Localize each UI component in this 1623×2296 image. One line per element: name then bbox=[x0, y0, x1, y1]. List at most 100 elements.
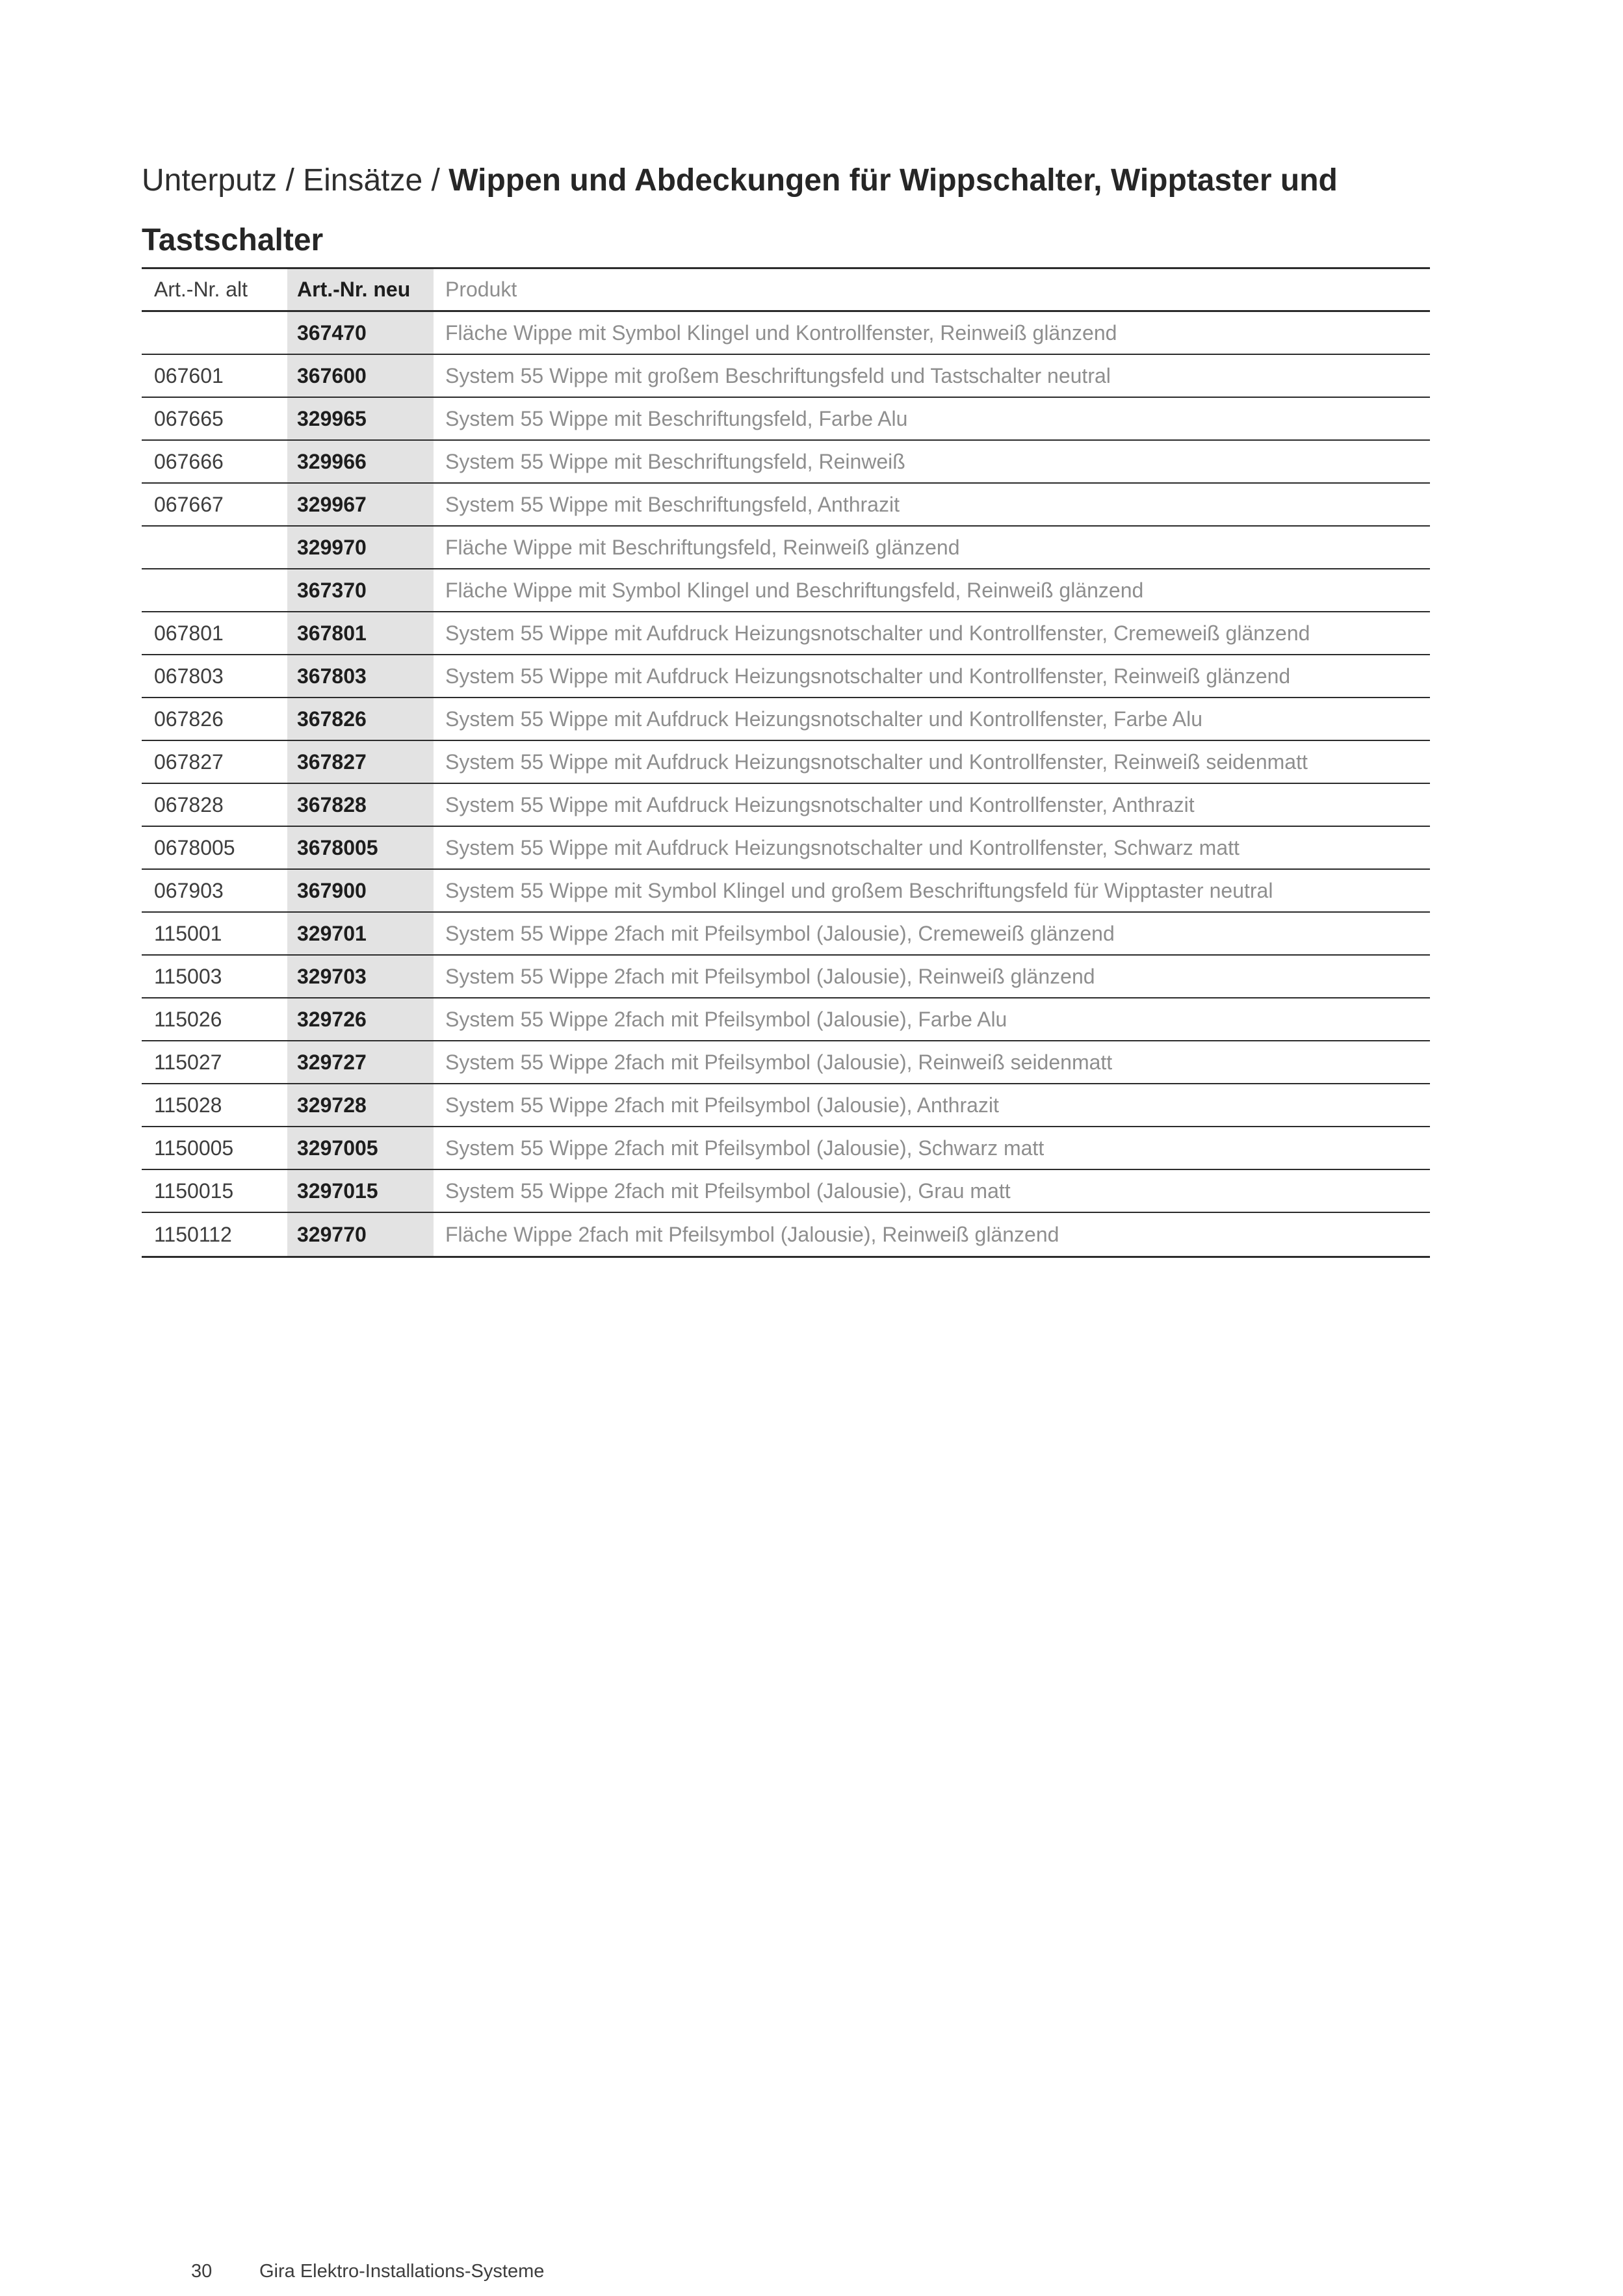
table-row: 1150112 329770 Fläche Wippe 2fach mit Pfei… bbox=[142, 1213, 1430, 1256]
cell-produkt: System 55 Wippe mit Symbol Klingel und g… bbox=[445, 878, 1273, 902]
cell-art-nr-alt: 067827 bbox=[154, 750, 224, 774]
table-row: 329970 Fläche Wippe mit Beschriftungsfeld… bbox=[142, 527, 1430, 569]
cell-art-nr-alt: 115001 bbox=[154, 921, 222, 945]
cell-produkt: System 55 Wippe mit Aufdruck Heizungsnot… bbox=[445, 835, 1240, 859]
cell-art-nr-neu: 367803 bbox=[287, 655, 434, 697]
cell-art-nr-alt: 067801 bbox=[154, 621, 224, 645]
title-emphasis-line1: Wippen und Abdeckungen für Wippschalter,… bbox=[448, 163, 1338, 198]
cell-art-nr-alt: 115027 bbox=[154, 1050, 222, 1074]
cell-produkt: System 55 Wippe mit großem Beschriftungs… bbox=[445, 363, 1111, 387]
cell-art-nr-neu: 367827 bbox=[287, 741, 434, 783]
cell-art-nr-alt: 1150005 bbox=[154, 1136, 234, 1160]
cell-art-nr-neu: 367801 bbox=[287, 612, 434, 654]
table-row: 115001 329701 System 55 Wippe 2fach mit Pf… bbox=[142, 913, 1430, 956]
cell-produkt: System 55 Wippe mit Aufdruck Heizungsnot… bbox=[445, 664, 1291, 688]
cell-produkt: Fläche Wippe mit Beschriftungsfeld, Rein… bbox=[445, 535, 960, 559]
table-row: 067665 329965 System 55 Wippe mit Beschrif… bbox=[142, 398, 1430, 441]
cell-art-nr-neu: 329703 bbox=[287, 956, 434, 997]
cell-art-nr-alt: 067803 bbox=[154, 664, 224, 688]
table-row: 115026 329726 System 55 Wippe 2fach mit Pf… bbox=[142, 998, 1430, 1041]
cell-art-nr-neu: 3297005 bbox=[287, 1127, 434, 1169]
column-header-art-nr-alt: Art.-Nr. alt bbox=[154, 278, 248, 301]
cell-art-nr-neu: 329728 bbox=[287, 1084, 434, 1126]
table-row: 067601 367600 System 55 Wippe mit großem B… bbox=[142, 355, 1430, 398]
cell-art-nr-neu: 329965 bbox=[287, 398, 434, 439]
cell-art-nr-alt bbox=[142, 569, 287, 611]
cell-art-nr-neu: 3678005 bbox=[287, 827, 434, 868]
cell-produkt: System 55 Wippe 2fach mit Pfeilsymbol (J… bbox=[445, 1093, 999, 1117]
page-title: Unterputz / Einsätze / Wippen und Abdeck… bbox=[142, 151, 1338, 270]
table-row: 067667 329967 System 55 Wippe mit Beschrif… bbox=[142, 484, 1430, 527]
table-row: 115028 329728 System 55 Wippe 2fach mit Pf… bbox=[142, 1084, 1430, 1127]
cell-produkt: System 55 Wippe 2fach mit Pfeilsymbol (J… bbox=[445, 1050, 1113, 1074]
table-row: 0678005 3678005 System 55 Wippe mit Aufdru… bbox=[142, 827, 1430, 870]
table-row: 067828 367828 System 55 Wippe mit Aufdruck… bbox=[142, 784, 1430, 827]
cell-produkt: System 55 Wippe mit Aufdruck Heizungsnot… bbox=[445, 750, 1308, 774]
cell-art-nr-alt: 1150112 bbox=[154, 1222, 232, 1246]
cell-art-nr-alt: 0678005 bbox=[154, 835, 235, 859]
cell-art-nr-neu: 329770 bbox=[287, 1213, 434, 1256]
cell-art-nr-alt: 067665 bbox=[154, 406, 224, 430]
cell-art-nr-alt: 115003 bbox=[154, 964, 222, 988]
cell-art-nr-alt: 067667 bbox=[154, 492, 224, 516]
cell-produkt: System 55 Wippe mit Beschriftungsfeld, F… bbox=[445, 406, 908, 430]
cell-produkt: System 55 Wippe mit Aufdruck Heizungsnot… bbox=[445, 707, 1203, 731]
cell-art-nr-neu: 3297015 bbox=[287, 1170, 434, 1212]
table-row: 1150015 3297015 System 55 Wippe 2fach mit … bbox=[142, 1170, 1430, 1213]
cell-produkt: Fläche Wippe 2fach mit Pfeilsymbol (Jalo… bbox=[445, 1222, 1059, 1246]
table-row: 115003 329703 System 55 Wippe 2fach mit Pf… bbox=[142, 956, 1430, 998]
table-row: 367370 Fläche Wippe mit Symbol Klingel un… bbox=[142, 569, 1430, 612]
table-row: 067903 367900 System 55 Wippe mit Symbol K… bbox=[142, 870, 1430, 913]
cell-art-nr-alt: 115026 bbox=[154, 1007, 222, 1031]
cell-produkt: System 55 Wippe mit Aufdruck Heizungsnot… bbox=[445, 792, 1195, 816]
title-breadcrumb: Unterputz / Einsätze / bbox=[142, 163, 449, 198]
table-row: 115027 329727 System 55 Wippe 2fach mit Pf… bbox=[142, 1041, 1430, 1084]
cell-produkt: System 55 Wippe 2fach mit Pfeilsymbol (J… bbox=[445, 964, 1095, 988]
table-row: 067827 367827 System 55 Wippe mit Aufdruck… bbox=[142, 741, 1430, 784]
cell-produkt: Fläche Wippe mit Symbol Klingel und Besc… bbox=[445, 578, 1144, 602]
table-row: 1150005 3297005 System 55 Wippe 2fach mit … bbox=[142, 1127, 1430, 1170]
cell-art-nr-alt bbox=[142, 527, 287, 568]
table-row: 067801 367801 System 55 Wippe mit Aufdruck… bbox=[142, 612, 1430, 655]
table-row: 367470 Fläche Wippe mit Symbol Klingel un… bbox=[142, 312, 1430, 355]
cell-art-nr-neu: 367826 bbox=[287, 698, 434, 740]
cell-art-nr-neu: 367900 bbox=[287, 870, 434, 911]
cell-art-nr-neu: 329726 bbox=[287, 998, 434, 1040]
cell-produkt: Fläche Wippe mit Symbol Klingel und Kont… bbox=[445, 320, 1117, 345]
cell-produkt: System 55 Wippe 2fach mit Pfeilsymbol (J… bbox=[445, 1136, 1045, 1160]
cell-art-nr-neu: 367828 bbox=[287, 784, 434, 826]
footer-brand: Gira Elektro-Installations-Systeme bbox=[259, 2261, 545, 2282]
cell-art-nr-alt bbox=[142, 312, 287, 354]
table-row: 067666 329966 System 55 Wippe mit Beschrif… bbox=[142, 441, 1430, 484]
cell-art-nr-neu: 329701 bbox=[287, 913, 434, 954]
article-table: Art.-Nr. alt Art.-Nr. neu Produkt 367470… bbox=[142, 267, 1430, 1258]
cell-art-nr-neu: 329966 bbox=[287, 441, 434, 482]
cell-art-nr-neu: 367600 bbox=[287, 355, 434, 397]
page-number: 30 bbox=[191, 2261, 213, 2282]
cell-art-nr-alt: 067666 bbox=[154, 449, 224, 473]
cell-produkt: System 55 Wippe mit Beschriftungsfeld, A… bbox=[445, 492, 900, 516]
cell-produkt: System 55 Wippe 2fach mit Pfeilsymbol (J… bbox=[445, 921, 1115, 945]
cell-produkt: System 55 Wippe mit Aufdruck Heizungsnot… bbox=[445, 621, 1310, 645]
cell-art-nr-alt: 1150015 bbox=[154, 1179, 234, 1203]
column-header-produkt: Produkt bbox=[445, 278, 517, 301]
cell-art-nr-alt: 067903 bbox=[154, 878, 224, 902]
column-header-art-nr-neu: Art.-Nr. neu bbox=[287, 269, 434, 310]
cell-art-nr-neu: 329727 bbox=[287, 1041, 434, 1083]
cell-art-nr-alt: 067828 bbox=[154, 792, 224, 816]
table-body: 367470 Fläche Wippe mit Symbol Klingel un… bbox=[142, 312, 1430, 1256]
cell-art-nr-alt: 067601 bbox=[154, 363, 224, 387]
cell-art-nr-neu: 329967 bbox=[287, 484, 434, 525]
cell-produkt: System 55 Wippe 2fach mit Pfeilsymbol (J… bbox=[445, 1007, 1007, 1031]
table-row: 067826 367826 System 55 Wippe mit Aufdruck… bbox=[142, 698, 1430, 741]
cell-produkt: System 55 Wippe 2fach mit Pfeilsymbol (J… bbox=[445, 1179, 1011, 1203]
cell-art-nr-neu: 367470 bbox=[287, 312, 434, 354]
cell-art-nr-neu: 329970 bbox=[287, 527, 434, 568]
cell-art-nr-alt: 115028 bbox=[154, 1093, 222, 1117]
table-row: 067803 367803 System 55 Wippe mit Aufdruck… bbox=[142, 655, 1430, 698]
title-emphasis-line2: Tastschalter bbox=[142, 223, 324, 257]
cell-art-nr-neu: 367370 bbox=[287, 569, 434, 611]
table-header-row: Art.-Nr. alt Art.-Nr. neu Produkt bbox=[142, 269, 1430, 312]
cell-art-nr-alt: 067826 bbox=[154, 707, 224, 731]
